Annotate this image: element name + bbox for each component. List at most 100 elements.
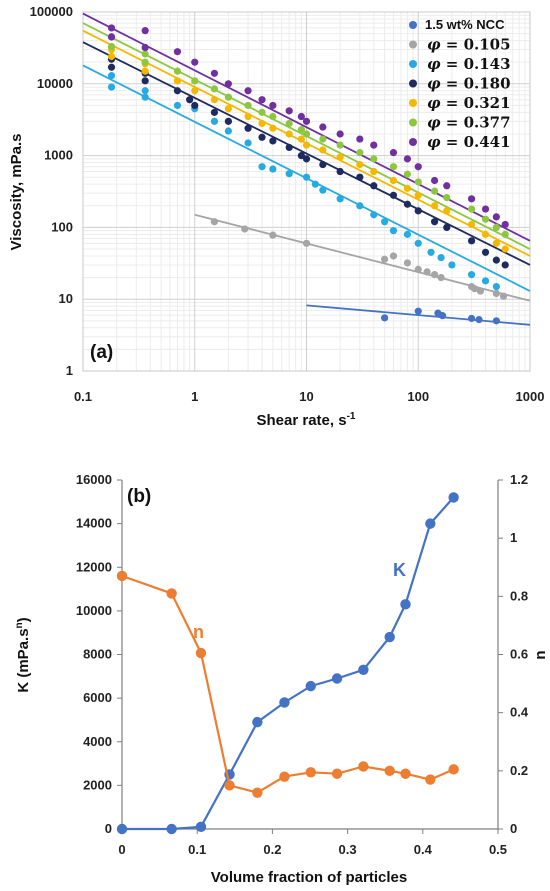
b-x-axis-label: Volume fraction of particles — [211, 869, 407, 886]
a-x-tick-label: 10 — [299, 389, 313, 404]
b-point-n — [195, 647, 207, 659]
b-right-tick-labels: 0 0.2 0.4 0.6 0.8 1 1.2 — [498, 472, 529, 836]
a-point-series-2 — [414, 239, 422, 247]
a-point-series-3 — [107, 63, 116, 71]
a-x-tick-label: 1 — [191, 389, 198, 404]
a-point-series-4 — [173, 77, 182, 85]
legend-marker-3 — [409, 79, 417, 88]
legend-label-3: φ = 0.180 — [427, 75, 511, 93]
b-point-n — [279, 771, 290, 782]
a-point-series-1 — [414, 265, 422, 274]
a-point-series-6 — [430, 176, 439, 185]
a-point-series-6 — [481, 205, 490, 213]
a-point-series-5 — [356, 149, 364, 157]
b-left-tick-label: 10000 — [76, 603, 112, 618]
a-point-series-3 — [210, 108, 219, 116]
a-point-series-6 — [403, 155, 412, 163]
a-point-series-0 — [381, 314, 389, 322]
b-left-tick-label: 8000 — [83, 647, 112, 662]
a-point-series-4 — [336, 153, 344, 161]
a-point-series-5 — [302, 130, 311, 138]
b-panel-label: (b) — [127, 486, 151, 507]
a-point-series-2 — [403, 230, 412, 238]
a-point-series-3 — [370, 182, 378, 190]
a-point-series-6 — [370, 141, 378, 149]
b-series — [116, 492, 459, 835]
b-point-k — [252, 716, 263, 728]
a-point-series-5 — [141, 50, 149, 58]
a-point-series-4 — [467, 220, 476, 229]
a-fit-line-3 — [82, 41, 531, 266]
a-point-series-4 — [430, 202, 439, 210]
a-y-axis-label: Viscosity, mPa.s — [8, 133, 25, 250]
a-point-series-3 — [467, 237, 476, 245]
a-point-series-6 — [501, 220, 509, 229]
a-point-series-6 — [414, 163, 422, 171]
a-panel-label: (a) — [90, 342, 113, 363]
a-point-series-2 — [437, 253, 445, 262]
a-point-series-1 — [381, 255, 389, 263]
a-x-tick-label: 1000 — [516, 389, 545, 404]
a-point-series-3 — [443, 223, 451, 231]
a-point-series-5 — [389, 163, 398, 171]
a-point-series-3 — [173, 87, 182, 95]
a-point-series-3 — [297, 152, 305, 160]
a-point-series-5 — [492, 223, 500, 231]
a-point-series-3 — [302, 155, 311, 163]
b-point-k — [116, 823, 128, 835]
b-x-tick-labels: 0 0.1 0.2 0.3 0.4 0.5 — [118, 829, 507, 857]
a-point-series-4 — [481, 230, 490, 238]
b-right-tick-label: 0.8 — [510, 588, 528, 603]
b-left-tick-label: 0 — [105, 821, 112, 836]
a-point-series-1 — [389, 252, 398, 260]
legend-marker-1 — [409, 40, 417, 49]
legend-marker-2 — [409, 60, 417, 68]
b-point-k — [358, 664, 369, 675]
a-point-series-6 — [258, 96, 266, 104]
b-left-tick-labels: 0 2000 4000 6000 8000 10000 12000 14000 16000 — [76, 472, 122, 836]
b-right-tick-label: 1.2 — [510, 472, 528, 487]
a-point-series-2 — [141, 93, 149, 101]
a-point-series-2 — [107, 83, 116, 91]
b-right-tick-label: 0 — [510, 821, 517, 836]
b-point-k — [279, 697, 290, 708]
a-point-series-6 — [107, 33, 116, 41]
a-y-tick-label: 1 — [66, 363, 73, 378]
a-point-series-1 — [476, 287, 485, 295]
a-point-series-5 — [224, 93, 232, 101]
a-point-series-4 — [501, 245, 509, 253]
a-point-series-5 — [285, 119, 293, 128]
a-point-series-5 — [191, 77, 199, 85]
a-point-series-5 — [297, 126, 305, 134]
a-point-series-6 — [210, 69, 219, 77]
b-point-n — [305, 767, 316, 778]
a-point-series-1 — [269, 231, 277, 239]
a-fit-line-6 — [82, 12, 531, 242]
a-point-series-1 — [403, 259, 412, 267]
a-point-series-4 — [244, 112, 252, 121]
b-x-tick-label: 0.5 — [489, 842, 507, 857]
a-x-tick-label: 0.1 — [74, 389, 92, 404]
a-point-series-0 — [414, 307, 422, 315]
b-point-n — [400, 768, 411, 779]
a-point-series-2 — [427, 248, 435, 256]
a-point-series-4 — [389, 176, 398, 185]
legend-marker-5 — [409, 118, 417, 127]
a-y-tick-label: 1000 — [44, 148, 73, 163]
a-point-series-6 — [319, 123, 327, 131]
b-x-tick-label: 0.1 — [188, 842, 206, 857]
b-series-label-n: n — [193, 622, 204, 642]
legend-label-1: φ = 0.105 — [427, 36, 511, 54]
a-point-series-2 — [269, 165, 277, 173]
a-point-series-5 — [319, 135, 327, 143]
b-point-n — [116, 570, 128, 582]
a-point-series-5 — [258, 108, 266, 116]
a-plot-border — [82, 11, 531, 372]
a-point-series-5 — [107, 42, 116, 51]
b-point-n — [224, 780, 235, 791]
legend-label-2: φ = 0.143 — [427, 55, 511, 73]
a-point-series-6 — [302, 117, 311, 125]
a-point-series-5 — [141, 58, 149, 66]
